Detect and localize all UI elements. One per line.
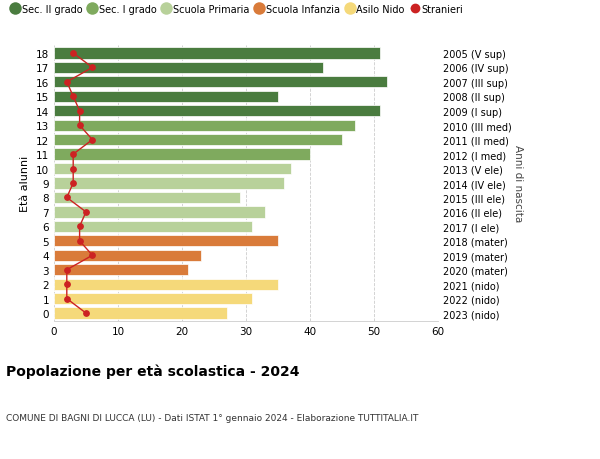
- Point: [75, 238, 85, 245]
- Text: COMUNE DI BAGNI DI LUCCA (LU) - Dati ISTAT 1° gennaio 2024 - Elaborazione TUTTIT: COMUNE DI BAGNI DI LUCCA (LU) - Dati IST…: [6, 413, 418, 422]
- Bar: [54, 106, 380, 117]
- Legend: Sec. II grado, Sec. I grado, Scuola Primaria, Scuola Infanzia, Asilo Nido, Stran: Sec. II grado, Sec. I grado, Scuola Prim…: [11, 5, 463, 15]
- Point: [75, 122, 85, 129]
- Point: [62, 194, 71, 202]
- Bar: [54, 279, 278, 290]
- Point: [88, 137, 97, 144]
- Point: [81, 310, 91, 317]
- Bar: [54, 308, 227, 319]
- Bar: [54, 91, 278, 103]
- Y-axis label: Anni di nascita: Anni di nascita: [513, 145, 523, 222]
- Bar: [54, 293, 253, 305]
- Bar: [54, 163, 291, 175]
- Bar: [54, 48, 380, 60]
- Point: [68, 180, 78, 187]
- Bar: [54, 62, 323, 74]
- Point: [68, 50, 78, 57]
- Point: [81, 209, 91, 216]
- Point: [62, 266, 71, 274]
- Bar: [54, 207, 265, 218]
- Bar: [54, 264, 188, 276]
- Bar: [54, 120, 355, 132]
- Bar: [54, 192, 239, 204]
- Point: [88, 252, 97, 259]
- Bar: [54, 250, 201, 261]
- Bar: [54, 178, 284, 189]
- Point: [62, 281, 71, 288]
- Bar: [54, 149, 310, 160]
- Point: [62, 295, 71, 302]
- Point: [75, 108, 85, 115]
- Point: [68, 151, 78, 158]
- Bar: [54, 235, 278, 247]
- Point: [68, 94, 78, 101]
- Point: [62, 79, 71, 86]
- Bar: [54, 221, 253, 232]
- Bar: [54, 77, 387, 88]
- Y-axis label: Età alunni: Età alunni: [20, 156, 31, 212]
- Bar: [54, 135, 342, 146]
- Text: Popolazione per età scolastica - 2024: Popolazione per età scolastica - 2024: [6, 364, 299, 379]
- Point: [68, 166, 78, 173]
- Point: [75, 223, 85, 230]
- Point: [88, 65, 97, 72]
